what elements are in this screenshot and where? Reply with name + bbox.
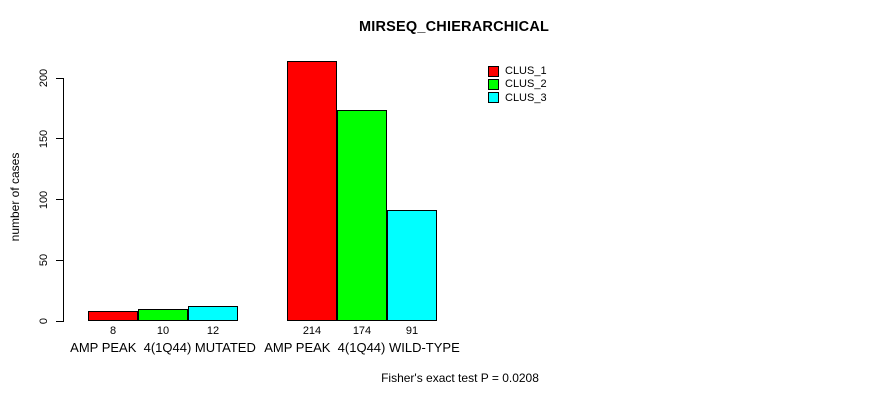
legend-swatch-clus-3	[488, 92, 499, 104]
y-tick-label: 150	[38, 129, 50, 148]
y-tick-label: 200	[38, 68, 50, 88]
footer-note: Fisher's exact test P = 0.0208	[381, 371, 539, 385]
legend-row: CLUS_3	[488, 92, 547, 104]
y-tick-mark	[56, 320, 63, 322]
bar-clus-2-g1	[138, 309, 188, 321]
bar-value-label: 12	[206, 325, 220, 337]
bar-clus-1-g2	[287, 61, 337, 321]
bar-value-label: 8	[109, 325, 117, 337]
y-tick-mark	[56, 259, 63, 261]
bar-value-label: 214	[302, 325, 322, 337]
y-tick-mark	[56, 77, 63, 79]
bar-clus-3-g2	[387, 210, 437, 321]
bar-clus-2-g2	[337, 110, 387, 321]
y-tick-mark	[56, 138, 63, 140]
bar-clus-1-g1	[88, 311, 138, 321]
bar-clus-3-g1	[188, 306, 238, 321]
y-tick-label: 100	[38, 190, 50, 209]
legend-swatch-clus-1	[488, 65, 499, 77]
legend-label: CLUS_3	[505, 91, 547, 104]
y-tick-mark	[56, 199, 63, 200]
legend-row: CLUS_1	[488, 65, 547, 77]
legend-swatch-clus-2	[488, 78, 499, 90]
legend: CLUS_1 CLUS_2 CLUS_3	[488, 65, 547, 105]
x-category-label: AMP PEAK 4(1Q44) WILD-TYPE	[264, 340, 460, 355]
legend-label: CLUS_1	[505, 65, 547, 77]
y-tick-label: 0	[38, 317, 50, 325]
legend-row: CLUS_2	[488, 78, 547, 90]
legend-label: CLUS_2	[505, 78, 547, 91]
bar-value-label: 91	[405, 325, 419, 337]
y-tick-label: 50	[38, 254, 50, 267]
bar-value-label: 10	[156, 325, 170, 337]
y-axis-line	[63, 78, 64, 322]
chart-title: MIRSEQ_CHIERARCHICAL	[358, 19, 550, 35]
x-category-label: AMP PEAK 4(1Q44) MUTATED	[70, 340, 256, 355]
bar-value-label: 174	[352, 325, 372, 337]
